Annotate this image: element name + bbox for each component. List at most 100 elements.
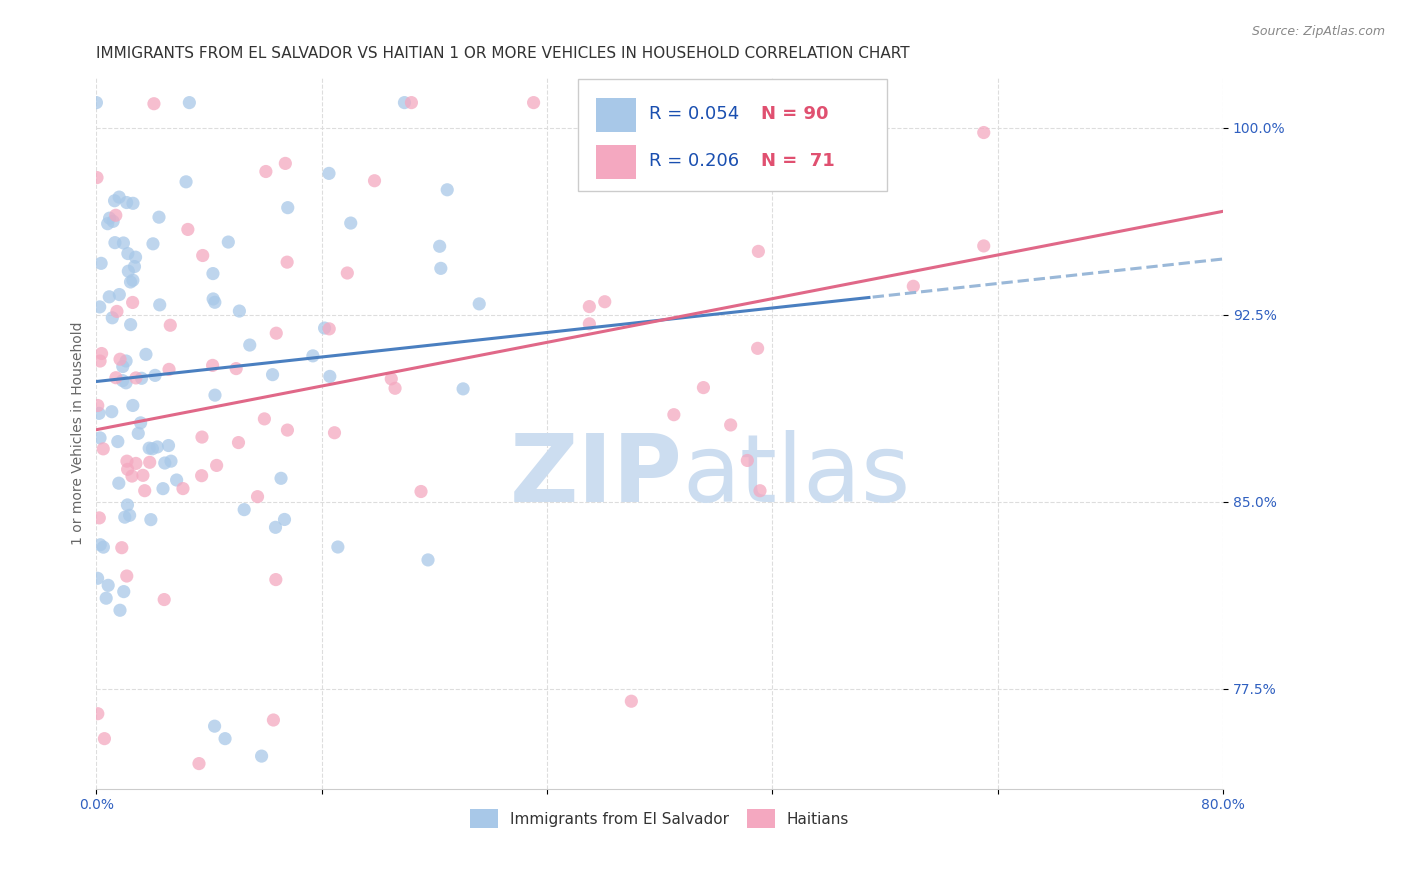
Point bbox=[318, 322, 340, 336]
Point bbox=[120, 318, 142, 332]
Point bbox=[416, 553, 439, 567]
Point bbox=[125, 371, 148, 385]
Point bbox=[89, 354, 111, 368]
Text: Source: ZipAtlas.com: Source: ZipAtlas.com bbox=[1251, 25, 1385, 38]
Point bbox=[138, 441, 160, 455]
Point bbox=[468, 297, 491, 311]
Point bbox=[138, 455, 160, 469]
Point bbox=[276, 255, 298, 269]
Y-axis label: 1 or more Vehicles in Household: 1 or more Vehicles in Household bbox=[72, 321, 86, 545]
Point bbox=[201, 359, 224, 373]
Point bbox=[87, 399, 110, 413]
Point bbox=[114, 510, 136, 524]
Point bbox=[973, 239, 995, 253]
Point bbox=[262, 713, 284, 727]
Point bbox=[205, 458, 228, 473]
Point bbox=[264, 573, 287, 587]
Point bbox=[233, 502, 256, 516]
Point bbox=[264, 326, 287, 341]
Point bbox=[105, 304, 128, 318]
Point bbox=[228, 304, 250, 318]
Point bbox=[191, 430, 214, 444]
Point bbox=[104, 370, 127, 384]
FancyBboxPatch shape bbox=[596, 98, 636, 132]
Point bbox=[318, 166, 340, 180]
Point bbox=[201, 267, 224, 281]
Point bbox=[204, 719, 226, 733]
Point bbox=[174, 175, 197, 189]
Point bbox=[111, 541, 134, 555]
Point bbox=[239, 338, 262, 352]
Point bbox=[409, 484, 432, 499]
Point bbox=[91, 442, 114, 456]
Point bbox=[115, 454, 138, 468]
Point bbox=[339, 216, 361, 230]
Point bbox=[135, 347, 157, 361]
Point bbox=[749, 483, 772, 498]
Point bbox=[276, 423, 298, 437]
Point bbox=[228, 435, 250, 450]
Point bbox=[146, 440, 169, 454]
Point bbox=[131, 371, 153, 385]
Point bbox=[204, 295, 226, 310]
Point bbox=[142, 236, 165, 251]
Point bbox=[217, 235, 239, 249]
Point bbox=[86, 170, 108, 185]
Point bbox=[141, 442, 163, 456]
Point bbox=[100, 405, 122, 419]
Point bbox=[90, 256, 112, 270]
Point bbox=[273, 512, 295, 526]
Point bbox=[747, 244, 769, 259]
Point bbox=[179, 95, 201, 110]
Point bbox=[451, 382, 474, 396]
Point bbox=[104, 208, 127, 222]
Point bbox=[662, 408, 685, 422]
Point bbox=[117, 498, 139, 512]
Point bbox=[108, 476, 131, 491]
Point bbox=[89, 300, 111, 314]
Point bbox=[523, 95, 546, 110]
Point bbox=[692, 381, 714, 395]
Point bbox=[115, 354, 138, 368]
Text: N = 90: N = 90 bbox=[761, 104, 828, 122]
Point bbox=[160, 454, 183, 468]
Point bbox=[125, 457, 148, 471]
Point bbox=[973, 126, 995, 140]
Point bbox=[115, 195, 138, 210]
Point bbox=[578, 317, 600, 331]
Point bbox=[122, 273, 145, 287]
Point bbox=[89, 431, 111, 445]
Point bbox=[166, 473, 188, 487]
Point bbox=[817, 95, 839, 110]
Point bbox=[214, 731, 236, 746]
Point bbox=[190, 468, 212, 483]
Point bbox=[430, 261, 453, 276]
Point bbox=[384, 381, 406, 395]
Point bbox=[737, 453, 759, 467]
Point bbox=[89, 538, 111, 552]
Point bbox=[394, 95, 416, 110]
Point bbox=[274, 156, 297, 170]
Point bbox=[159, 318, 181, 333]
Point bbox=[111, 359, 134, 374]
Point bbox=[101, 310, 124, 325]
Point bbox=[191, 248, 214, 262]
Point bbox=[264, 520, 287, 534]
Point bbox=[124, 260, 146, 274]
Point bbox=[747, 342, 769, 356]
Point bbox=[122, 196, 145, 211]
Point bbox=[188, 756, 211, 771]
Point bbox=[225, 361, 247, 376]
Point bbox=[90, 346, 112, 360]
Point bbox=[157, 362, 180, 376]
Point bbox=[153, 592, 176, 607]
Point bbox=[578, 300, 600, 314]
Point bbox=[107, 434, 129, 449]
Point bbox=[254, 164, 277, 178]
Point bbox=[148, 210, 170, 224]
Point bbox=[153, 456, 176, 470]
Point bbox=[87, 706, 110, 721]
Point bbox=[127, 426, 149, 441]
Point bbox=[115, 376, 138, 390]
Point bbox=[86, 95, 108, 110]
